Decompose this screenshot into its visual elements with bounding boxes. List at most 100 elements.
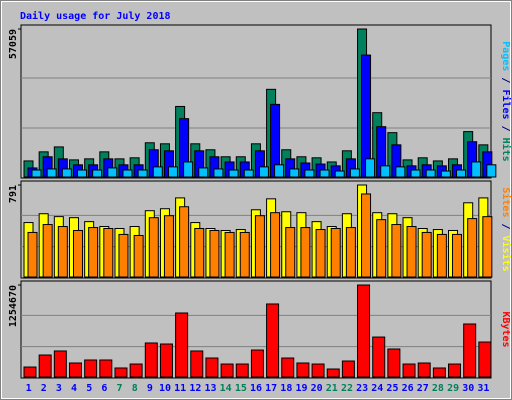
bar	[448, 363, 462, 378]
bar	[421, 231, 432, 278]
x-tick-label: 18	[280, 383, 292, 394]
bar	[27, 231, 38, 278]
bar	[330, 227, 341, 278]
bar	[76, 169, 87, 178]
bar	[228, 169, 239, 178]
bar	[53, 350, 67, 378]
legend-entry: Hits	[500, 138, 512, 162]
bar	[152, 166, 163, 178]
bar	[440, 170, 451, 178]
bar	[471, 161, 482, 178]
bar	[72, 229, 83, 278]
legend-entry: Pages	[500, 41, 511, 71]
bar	[235, 363, 249, 378]
bar	[365, 158, 376, 178]
x-tick-label: 17	[265, 383, 277, 394]
x-tick-label: 25	[386, 383, 398, 394]
bar	[133, 234, 144, 278]
bar	[334, 170, 345, 178]
bar	[213, 168, 224, 178]
x-tick-label: 20	[311, 383, 323, 394]
bar	[289, 168, 300, 178]
bar	[84, 359, 98, 378]
bar	[300, 227, 311, 278]
x-tick-label: 16	[250, 383, 262, 394]
x-tick-label: 10	[159, 383, 171, 394]
bar	[380, 165, 391, 178]
bar	[258, 166, 269, 178]
bar	[410, 169, 421, 178]
y-tick-label: 1254670	[8, 285, 19, 327]
bar	[194, 227, 205, 278]
bar	[436, 233, 447, 278]
bar	[209, 229, 220, 278]
x-tick-label: 8	[132, 383, 138, 394]
bar	[163, 215, 174, 278]
bar	[31, 169, 42, 178]
legend-separator: /	[500, 217, 511, 235]
legend: KBytes	[500, 311, 511, 347]
bar	[148, 217, 159, 278]
bar	[118, 233, 129, 278]
bar	[395, 166, 406, 178]
bar	[432, 367, 446, 378]
x-tick-label: 19	[295, 383, 307, 394]
legend: Pages / Files / Hits	[500, 41, 512, 161]
bar	[391, 224, 402, 278]
bar	[224, 231, 235, 278]
bar	[220, 363, 234, 378]
bar	[402, 363, 416, 378]
legend-entry: KBytes	[500, 311, 511, 347]
legend-entry: Files	[500, 89, 512, 119]
bar	[107, 167, 118, 178]
bar	[243, 169, 254, 178]
bar	[486, 164, 497, 178]
x-tick-label: 30	[462, 383, 474, 394]
bar	[23, 366, 37, 378]
bar	[159, 343, 173, 378]
bar	[372, 336, 386, 378]
x-tick-label: 24	[371, 383, 383, 394]
bar	[46, 168, 57, 178]
bar	[190, 350, 204, 378]
x-tick-label: 9	[147, 383, 153, 394]
bar	[425, 169, 436, 178]
legend-entry: Sites	[500, 187, 512, 217]
bar	[122, 169, 133, 178]
x-tick-label: 2	[41, 383, 47, 394]
bar	[68, 362, 82, 378]
bar	[341, 360, 355, 378]
legend-separator: /	[500, 120, 511, 138]
bar	[167, 166, 178, 178]
x-tick-label: 13	[204, 383, 216, 394]
y-tick-label: 57059	[8, 29, 19, 59]
bar	[129, 363, 143, 378]
x-tick-label: 11	[174, 383, 186, 394]
bar	[57, 226, 68, 278]
bar	[270, 212, 281, 278]
bar	[137, 169, 148, 178]
x-tick-label: 14	[220, 383, 232, 394]
bar	[482, 216, 493, 278]
bar	[319, 169, 330, 178]
x-tick-label: 7	[117, 383, 123, 394]
bar	[205, 357, 219, 378]
legend-separator: /	[500, 71, 511, 89]
x-tick-label: 31	[477, 383, 489, 394]
x-tick-label: 15	[235, 383, 247, 394]
bar	[349, 168, 360, 178]
bar	[285, 227, 296, 278]
bar	[376, 219, 387, 278]
bar	[387, 348, 401, 378]
bar	[315, 229, 326, 278]
x-tick-label: 29	[447, 383, 459, 394]
bar	[144, 342, 158, 378]
bar	[361, 193, 372, 278]
bar	[38, 354, 52, 378]
bar	[357, 284, 371, 378]
bar	[281, 357, 295, 378]
legend-entry: Visits	[500, 236, 512, 272]
